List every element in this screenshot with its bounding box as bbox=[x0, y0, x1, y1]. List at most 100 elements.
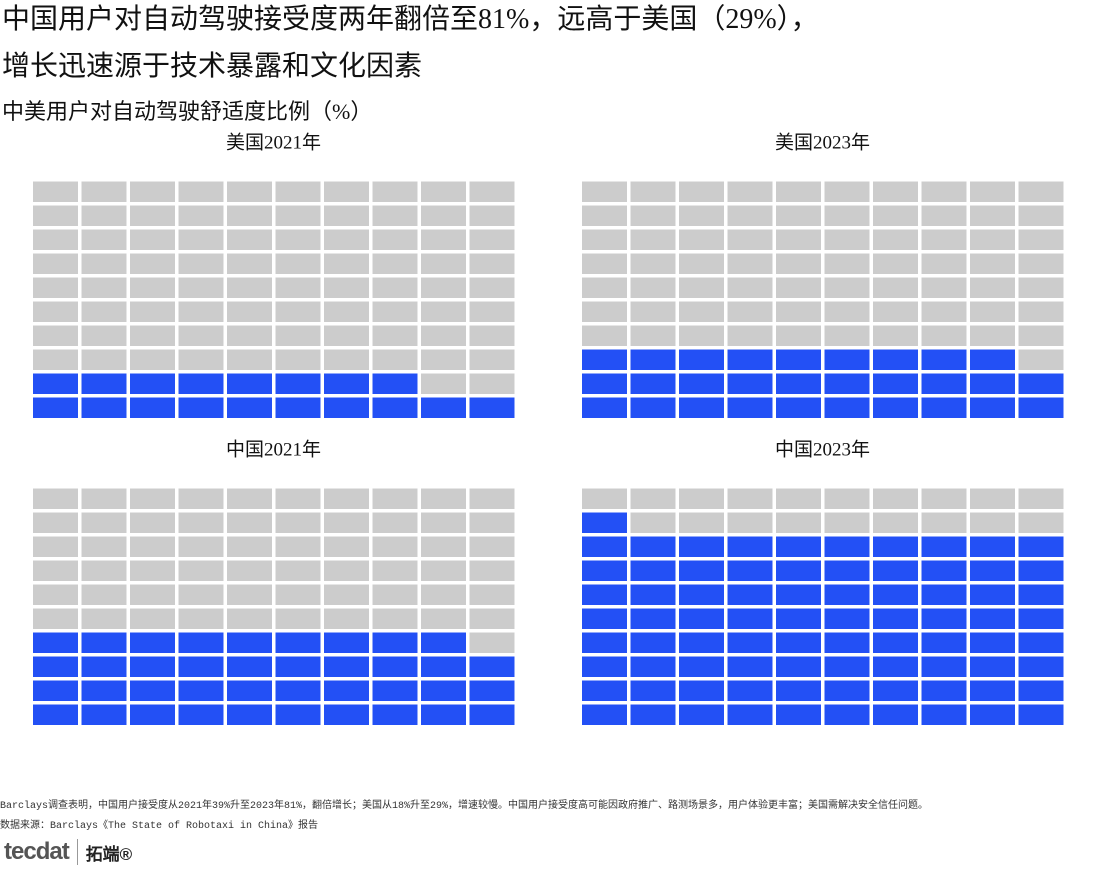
empty-cell bbox=[679, 512, 724, 533]
empty-cell bbox=[275, 229, 321, 250]
empty-cell bbox=[630, 301, 676, 322]
empty-cell bbox=[178, 584, 224, 605]
filled-cell bbox=[630, 560, 676, 581]
empty-cell bbox=[630, 229, 676, 250]
empty-cell bbox=[178, 277, 224, 298]
empty-cell bbox=[679, 229, 724, 250]
empty-cell bbox=[372, 253, 418, 274]
empty-cell bbox=[921, 512, 967, 533]
empty-cell bbox=[921, 277, 967, 298]
filled-cell bbox=[776, 608, 821, 629]
empty-cell bbox=[469, 373, 515, 394]
empty-cell bbox=[630, 253, 676, 274]
filled-cell bbox=[776, 704, 821, 725]
filled-cell bbox=[776, 397, 821, 418]
filled-cell bbox=[679, 680, 724, 701]
filled-cell bbox=[824, 704, 870, 725]
empty-cell bbox=[372, 608, 418, 629]
empty-cell bbox=[970, 512, 1015, 533]
empty-cell bbox=[178, 301, 224, 322]
empty-cell bbox=[469, 325, 515, 346]
empty-cell bbox=[421, 488, 466, 509]
filled-cell bbox=[178, 373, 224, 394]
filled-cell bbox=[178, 656, 224, 677]
empty-cell bbox=[469, 608, 515, 629]
empty-cell bbox=[130, 536, 175, 557]
filled-cell bbox=[582, 536, 627, 557]
filled-cell bbox=[921, 349, 967, 370]
empty-cell bbox=[372, 488, 418, 509]
empty-cell bbox=[33, 181, 78, 202]
empty-cell bbox=[630, 488, 676, 509]
empty-cell bbox=[227, 205, 272, 226]
empty-cell bbox=[324, 512, 369, 533]
filled-cell bbox=[275, 373, 321, 394]
empty-cell bbox=[824, 181, 870, 202]
empty-cell bbox=[178, 229, 224, 250]
empty-cell bbox=[372, 584, 418, 605]
filled-cell bbox=[227, 632, 272, 653]
filled-cell bbox=[776, 536, 821, 557]
filled-cell bbox=[921, 608, 967, 629]
filled-cell bbox=[275, 632, 321, 653]
filled-cell bbox=[630, 584, 676, 605]
filled-cell bbox=[372, 656, 418, 677]
filled-cell bbox=[582, 560, 627, 581]
empty-cell bbox=[421, 512, 466, 533]
footnote: Barclays调查表明，中国用户接受度从2021年39%升至2023年81%，… bbox=[0, 801, 929, 812]
empty-cell bbox=[130, 325, 175, 346]
empty-cell bbox=[178, 608, 224, 629]
filled-cell bbox=[130, 632, 175, 653]
filled-cell bbox=[921, 536, 967, 557]
empty-cell bbox=[33, 608, 78, 629]
empty-cell bbox=[324, 584, 369, 605]
filled-cell bbox=[469, 680, 515, 701]
filled-cell bbox=[372, 632, 418, 653]
empty-cell bbox=[824, 301, 870, 322]
filled-cell bbox=[970, 680, 1015, 701]
filled-cell bbox=[921, 373, 967, 394]
empty-cell bbox=[227, 229, 272, 250]
empty-cell bbox=[970, 277, 1015, 298]
empty-cell bbox=[324, 608, 369, 629]
filled-cell bbox=[727, 536, 773, 557]
filled-cell bbox=[970, 560, 1015, 581]
filled-cell bbox=[727, 584, 773, 605]
filled-cell bbox=[970, 373, 1015, 394]
empty-cell bbox=[1018, 488, 1064, 509]
empty-cell bbox=[727, 277, 773, 298]
filled-cell bbox=[679, 704, 724, 725]
filled-cell bbox=[275, 397, 321, 418]
filled-cell bbox=[178, 632, 224, 653]
empty-cell bbox=[679, 205, 724, 226]
filled-cell bbox=[582, 349, 627, 370]
filled-cell bbox=[727, 560, 773, 581]
empty-cell bbox=[421, 560, 466, 581]
empty-cell bbox=[421, 608, 466, 629]
empty-cell bbox=[421, 584, 466, 605]
source: 数据来源：Barclays《The State of Robotaxi in C… bbox=[0, 821, 319, 832]
filled-cell bbox=[727, 632, 773, 653]
empty-cell bbox=[81, 181, 127, 202]
filled-cell bbox=[275, 704, 321, 725]
filled-cell bbox=[178, 704, 224, 725]
filled-cell bbox=[324, 632, 369, 653]
empty-cell bbox=[372, 277, 418, 298]
empty-cell bbox=[33, 560, 78, 581]
filled-cell bbox=[679, 584, 724, 605]
filled-cell bbox=[324, 656, 369, 677]
empty-cell bbox=[130, 584, 175, 605]
subtitle: 中美用户对自动驾驶舒适度比例（%） bbox=[2, 99, 373, 124]
empty-cell bbox=[81, 560, 127, 581]
empty-cell bbox=[33, 488, 78, 509]
empty-cell bbox=[33, 349, 78, 370]
filled-cell bbox=[421, 397, 466, 418]
empty-cell bbox=[275, 181, 321, 202]
filled-cell bbox=[81, 704, 127, 725]
empty-cell bbox=[679, 181, 724, 202]
empty-cell bbox=[469, 632, 515, 653]
empty-cell bbox=[33, 253, 78, 274]
empty-cell bbox=[469, 205, 515, 226]
empty-cell bbox=[227, 560, 272, 581]
filled-cell bbox=[1018, 656, 1064, 677]
